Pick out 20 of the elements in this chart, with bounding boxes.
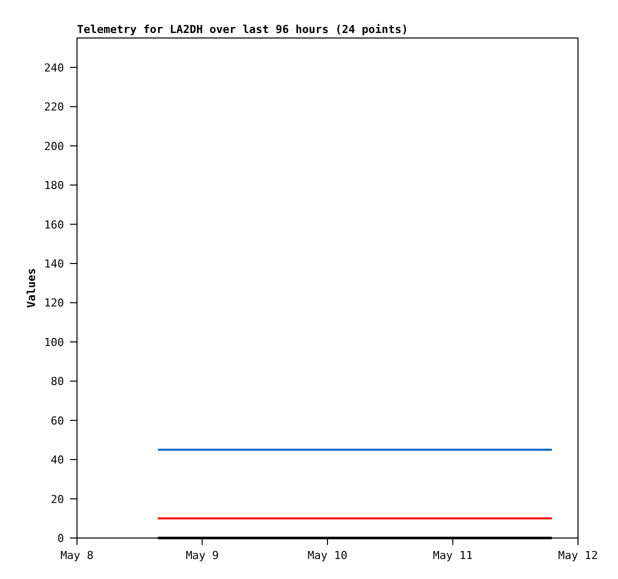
x-tick-label: May 12 [558, 549, 598, 562]
y-tick-label: 20 [50, 492, 64, 506]
x-tick-label: May 8 [60, 549, 94, 562]
x-tick-label: May 10 [308, 549, 348, 562]
y-tick-label: 180 [44, 179, 64, 192]
y-axis-title: Values [25, 268, 38, 308]
y-tick-label: 80 [50, 375, 64, 388]
y-tick-label: 240 [44, 61, 64, 74]
chart-title: Telemetry for LA2DH over last 96 hours (24 points) [77, 23, 408, 36]
y-tick-label: 200 [44, 140, 64, 153]
y-tick-label: 120 [44, 296, 64, 310]
y-tick-label: 0 [57, 532, 64, 545]
y-tick-label: 40 [50, 454, 64, 467]
y-tick-label: 160 [44, 218, 64, 232]
x-tick-label: May 9 [186, 549, 219, 562]
x-tick-label: May 11 [432, 549, 473, 562]
y-tick-label: 220 [44, 100, 64, 114]
y-tick-label: 60 [50, 414, 64, 428]
y-tick-label: 140 [44, 257, 64, 270]
y-tick-label: 100 [44, 336, 64, 349]
